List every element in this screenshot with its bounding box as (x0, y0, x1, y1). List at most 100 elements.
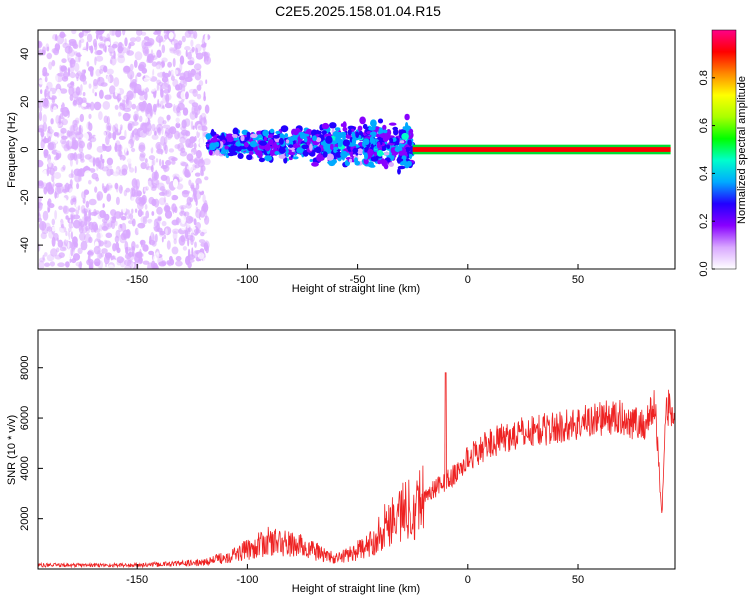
heatmap-cell (99, 43, 104, 49)
heatmap-cell (386, 144, 390, 149)
heatmap-cell (268, 138, 274, 146)
heatmap-cell (38, 181, 45, 189)
heatmap-cell (156, 206, 163, 215)
heatmap-cell (259, 140, 267, 146)
heatmap-cell (156, 49, 162, 58)
heatmap-cell (78, 53, 81, 63)
heatmap-cell (124, 129, 127, 139)
heatmap-cell (386, 129, 392, 137)
colorbar-label: Normalized spectral amplitude (736, 76, 748, 224)
heatmap-cell (41, 205, 48, 210)
heatmap-cell (172, 228, 180, 234)
heatmap-cell (164, 144, 168, 155)
heatmap-cell (88, 113, 92, 120)
heatmap-cell (53, 74, 59, 84)
heatmap-cell (180, 83, 186, 94)
heatmap-cell (321, 130, 327, 135)
heatmap-cell (147, 262, 154, 269)
heatmap-x-axis-label: Height of straight line (km) (292, 283, 420, 295)
heatmap-cell (140, 106, 146, 113)
heatmap-cell (197, 125, 206, 131)
heatmap-cell (164, 136, 168, 145)
heatmap-cell (96, 145, 105, 153)
heatmap-cell (57, 262, 65, 268)
heatmap-cell (134, 51, 143, 61)
heatmap-cell (335, 135, 341, 144)
heatmap-cell (279, 133, 284, 139)
heatmap-cell (190, 39, 194, 47)
heatmap-cell (88, 136, 97, 143)
heatmap-cell (57, 239, 63, 248)
heatmap-cell (59, 31, 66, 39)
heatmap-cell (58, 205, 63, 210)
heatmap-cell (113, 168, 120, 178)
heatmap-cell (120, 216, 127, 221)
heatmap-cell (39, 221, 47, 231)
heatmap-cell (56, 237, 59, 242)
heatmap-cell (142, 216, 148, 225)
heatmap-cell (138, 61, 147, 70)
heatmap-cell (62, 205, 68, 214)
y-tick-label: 6000 (19, 406, 31, 430)
heatmap-cell (117, 55, 126, 64)
heatmap-cell (122, 204, 127, 214)
heatmap-cell (98, 160, 105, 170)
heatmap-cell (301, 144, 309, 149)
heatmap-cell (59, 221, 62, 226)
heatmap-cell (193, 63, 202, 71)
heatmap-cell (104, 45, 107, 53)
heatmap-cell (144, 158, 148, 164)
heatmap-cell (49, 123, 56, 134)
heatmap-cell (38, 217, 42, 223)
heatmap-cell (272, 134, 280, 139)
heatmap-cell (187, 51, 192, 60)
heatmap-cell (179, 72, 186, 79)
y-tick-label: 4000 (19, 456, 31, 480)
heatmap-cell (113, 66, 120, 72)
heatmap-cell (367, 148, 374, 157)
heatmap-cell (109, 30, 117, 36)
heatmap-cell (49, 91, 53, 98)
heatmap-cell (55, 34, 58, 42)
heatmap-cell (189, 136, 196, 144)
heatmap-cell (43, 186, 48, 195)
heatmap-cell (139, 130, 147, 138)
heatmap-cell (78, 91, 82, 96)
heatmap-cell (46, 52, 53, 60)
heatmap-cell (185, 130, 191, 137)
heatmap-cell (45, 85, 49, 93)
heatmap-cell (126, 150, 129, 156)
heatmap-cell (164, 34, 168, 40)
heatmap-cell (102, 101, 111, 110)
heatmap-cell (93, 101, 102, 111)
heatmap-cell (75, 261, 83, 267)
heatmap-cell (119, 46, 124, 52)
heatmap-cell (106, 193, 112, 202)
heatmap-cell (186, 196, 192, 206)
heatmap-cell (61, 224, 65, 229)
heatmap-cell (191, 247, 194, 257)
heatmap-cell (165, 228, 168, 235)
heatmap-cell (172, 178, 179, 188)
heatmap-cell (127, 251, 134, 257)
heatmap-cell (100, 36, 107, 42)
heatmap-cell (38, 159, 44, 168)
heatmap-cell (153, 198, 160, 208)
heatmap-cell (315, 137, 322, 143)
heatmap-cell (390, 147, 394, 154)
heatmap-cell (165, 159, 172, 166)
heatmap-cell (115, 196, 120, 206)
heatmap-cell (181, 190, 190, 198)
heatmap-cell (127, 155, 133, 164)
heatmap-cell (193, 228, 201, 234)
heatmap-cell (113, 77, 120, 87)
y-tick-label: 20 (19, 96, 31, 108)
heatmap-cell (190, 232, 194, 238)
heatmap-cell (102, 203, 105, 209)
heatmap-cell (175, 260, 183, 267)
heatmap-cell (171, 246, 179, 255)
heatmap-cell (158, 261, 167, 267)
heatmap-cell (258, 157, 265, 163)
heatmap-cell (388, 162, 394, 167)
heatmap-cell (38, 79, 45, 85)
